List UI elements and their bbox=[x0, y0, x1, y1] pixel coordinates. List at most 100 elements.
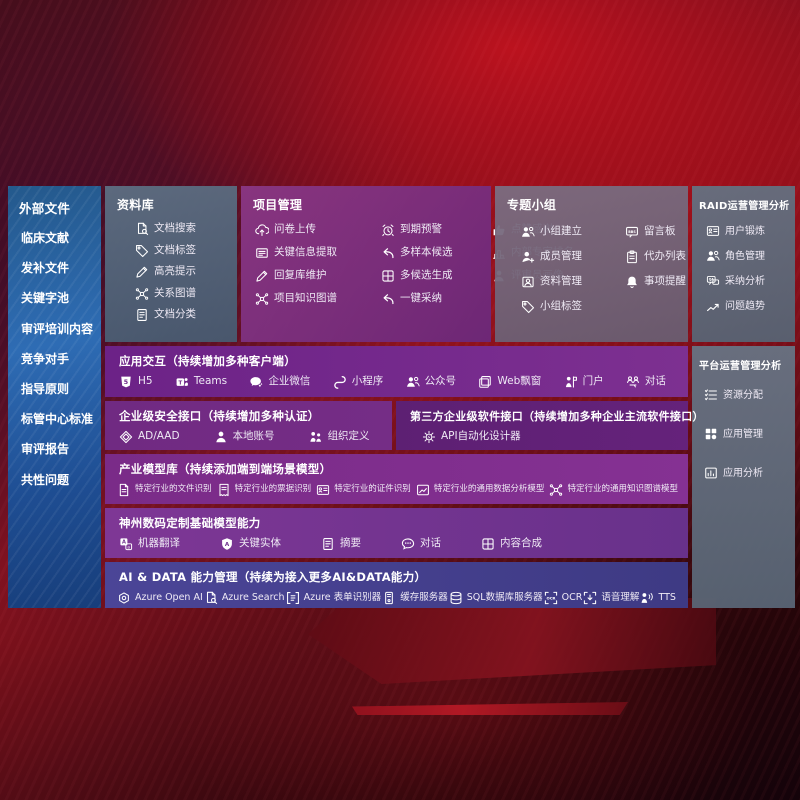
item-label: 本地账号 bbox=[232, 430, 275, 443]
item-label: 小组标签 bbox=[540, 300, 582, 313]
feature-openai: Azure Open AI bbox=[117, 591, 203, 605]
panel-platform-analysis: 平台运营管理分析 资源分配 应用管理 应用分析 bbox=[692, 346, 795, 608]
external-files-list: 临床文献 发补文件 关键字池 审评培训内容 竞争对手 指导原则 标管中心标准 审评报告 共性问题 bbox=[8, 217, 101, 487]
item-label: 问卷上传 bbox=[274, 223, 316, 236]
item-label: Teams bbox=[193, 375, 228, 388]
miniprogram-icon bbox=[333, 375, 347, 389]
form-recognizer-icon bbox=[286, 591, 300, 605]
item-label: 标管中心标准 bbox=[21, 412, 94, 427]
clipboard-icon bbox=[625, 250, 639, 264]
project-management-items: 问卷上传到期预警点赞感谢关键信息提取多样本候选内部专家排名回复库维护多候选生成评… bbox=[241, 213, 574, 306]
panel-title: RAID运营管理分析 bbox=[699, 201, 790, 212]
base-models-items: 机器翻译 关键实体 摘要 对话 内容合成 bbox=[105, 531, 688, 551]
feature-wechat-work: 企业微信 bbox=[249, 375, 310, 389]
feature-rect-lines: 关键信息提取 bbox=[255, 246, 381, 260]
feature-miniprogram: 小程序 bbox=[333, 375, 383, 389]
doc-search-icon bbox=[135, 222, 149, 236]
reply-icon bbox=[381, 246, 395, 260]
feature-cache-server: 缓存服务器 bbox=[382, 591, 448, 605]
feature-graph: 项目知识图谱 bbox=[255, 292, 381, 306]
feature-web-window: Web飘窗 bbox=[478, 375, 541, 389]
item-label: 特定行业的通用数据分析模型 bbox=[433, 484, 545, 495]
item-label: 竞争对手 bbox=[21, 351, 70, 366]
item-label: 留言板 bbox=[644, 225, 676, 238]
tag-icon bbox=[135, 244, 149, 258]
item-label: 特定行业的通用知识图谱模型 bbox=[567, 484, 678, 495]
item-label: 审评培训内容 bbox=[21, 321, 94, 336]
feature-pen: 高亮提示 bbox=[135, 265, 237, 279]
sidebar-item: 临床文献 bbox=[21, 231, 101, 245]
item-label: 关系图谱 bbox=[154, 286, 196, 299]
chat-people-icon bbox=[626, 375, 640, 389]
data-repository-items: 文档搜索 文档标签 高亮提示 关系图谱 文档分类 bbox=[105, 213, 237, 322]
item-label: 多候选生成 bbox=[400, 269, 453, 282]
panel-title: 平台运营管理分析 bbox=[699, 361, 782, 372]
chart-box-icon bbox=[416, 483, 430, 497]
list-icon bbox=[704, 388, 718, 402]
item-label: 成员管理 bbox=[540, 250, 582, 263]
item-label: TTS bbox=[658, 591, 676, 603]
band-ai-data-management: AI & DATA 能力管理（持续为接入更多AI&DATA能力） Azure O… bbox=[105, 562, 688, 608]
item-label: Azure Search bbox=[221, 591, 285, 603]
tts-icon bbox=[640, 591, 654, 605]
item-label: Web飘窗 bbox=[497, 375, 542, 388]
item-label: 文档分类 bbox=[154, 308, 196, 321]
item-label: 文档搜索 bbox=[154, 222, 196, 235]
thirdparty-interface-items: API自动化设计器 bbox=[396, 424, 688, 444]
feature-doc: 特定行业的文件识别 bbox=[117, 483, 212, 497]
feature-person-add: 成员管理 bbox=[521, 250, 625, 264]
feature-portal: 门户 bbox=[564, 375, 604, 389]
item-label: 问题趋势 bbox=[725, 300, 765, 312]
feature-chart-img: 应用分析 bbox=[704, 466, 795, 480]
feature-photo: 资料管理 bbox=[521, 275, 625, 289]
feature-ad-diamond: AD/AAD bbox=[119, 430, 180, 444]
graph-icon bbox=[255, 292, 269, 306]
api-gear-icon bbox=[422, 430, 436, 444]
photo-icon bbox=[521, 275, 535, 289]
feature-teams: Teams bbox=[175, 375, 227, 389]
industry-models-items: 特定行业的文件识别 特定行业的票据识别 特定行业的证件识别 特定行业的通用数据分析模型… bbox=[105, 477, 688, 497]
sidebar-item: 审评培训内容 bbox=[21, 321, 101, 336]
sidebar-item: 竞争对手 bbox=[21, 351, 101, 366]
band-title: AI & DATA 能力管理（持续为接入更多AI&DATA能力） bbox=[119, 570, 427, 584]
feature-pen: 回复库维护 bbox=[255, 269, 381, 283]
item-label: OCR bbox=[561, 591, 583, 603]
security-interface-items: AD/AAD 本地账号 组织定义 bbox=[105, 424, 392, 444]
band-title: 应用交互（持续增加多种客户端） bbox=[119, 354, 296, 368]
ad-diamond-icon bbox=[119, 430, 133, 444]
item-label: 角色管理 bbox=[725, 250, 765, 262]
feature-grid-gen: 内容合成 bbox=[481, 537, 542, 551]
item-label: 缓存服务器 bbox=[400, 591, 448, 603]
feature-qa-chat: 采纳分析 bbox=[706, 274, 795, 288]
band-title: 产业模型库（持续添加端到端场景模型） bbox=[119, 462, 332, 476]
feature-form-recognizer: Azure 表单识别器 bbox=[286, 591, 381, 605]
item-label: AD/AAD bbox=[138, 430, 180, 443]
alarm-icon bbox=[381, 223, 395, 237]
feature-tag: 小组标签 bbox=[521, 300, 625, 314]
feature-reply: 一键采纳 bbox=[381, 292, 492, 306]
feature-blocks: 应用管理 bbox=[704, 427, 795, 441]
card-lines-icon bbox=[316, 483, 330, 497]
sidebar-item: 指导原则 bbox=[21, 382, 101, 396]
item-label: 小组建立 bbox=[540, 225, 582, 238]
feature-speech: 语音理解 bbox=[583, 591, 639, 605]
panel-title: 资料库 bbox=[117, 198, 154, 212]
feature-org-people: 组织定义 bbox=[309, 430, 370, 444]
item-label: 内容合成 bbox=[500, 537, 542, 550]
feature-trend: 问题趋势 bbox=[706, 299, 795, 313]
item-label: 代办列表 bbox=[644, 250, 686, 263]
feature-people: 角色管理 bbox=[706, 249, 795, 263]
bbs-icon bbox=[625, 225, 639, 239]
blocks-icon bbox=[704, 427, 718, 441]
item-label: 对话 bbox=[644, 375, 666, 388]
sidebar-item: 共性问题 bbox=[21, 473, 101, 487]
band-title: 企业级安全接口（持续增加多种认证） bbox=[119, 409, 320, 423]
feature-card-lines: 用户锻炼 bbox=[706, 224, 795, 238]
item-label: 企业微信 bbox=[268, 375, 311, 388]
band-industry-models: 产业模型库（持续添加端到端场景模型） 特定行业的文件识别 特定行业的票据识别 特定行… bbox=[105, 454, 688, 504]
feature-chat-dots: 对话 bbox=[401, 537, 441, 551]
doc-lines-icon bbox=[135, 308, 149, 322]
entity-badge-icon bbox=[220, 537, 234, 551]
teams-icon bbox=[175, 375, 189, 389]
